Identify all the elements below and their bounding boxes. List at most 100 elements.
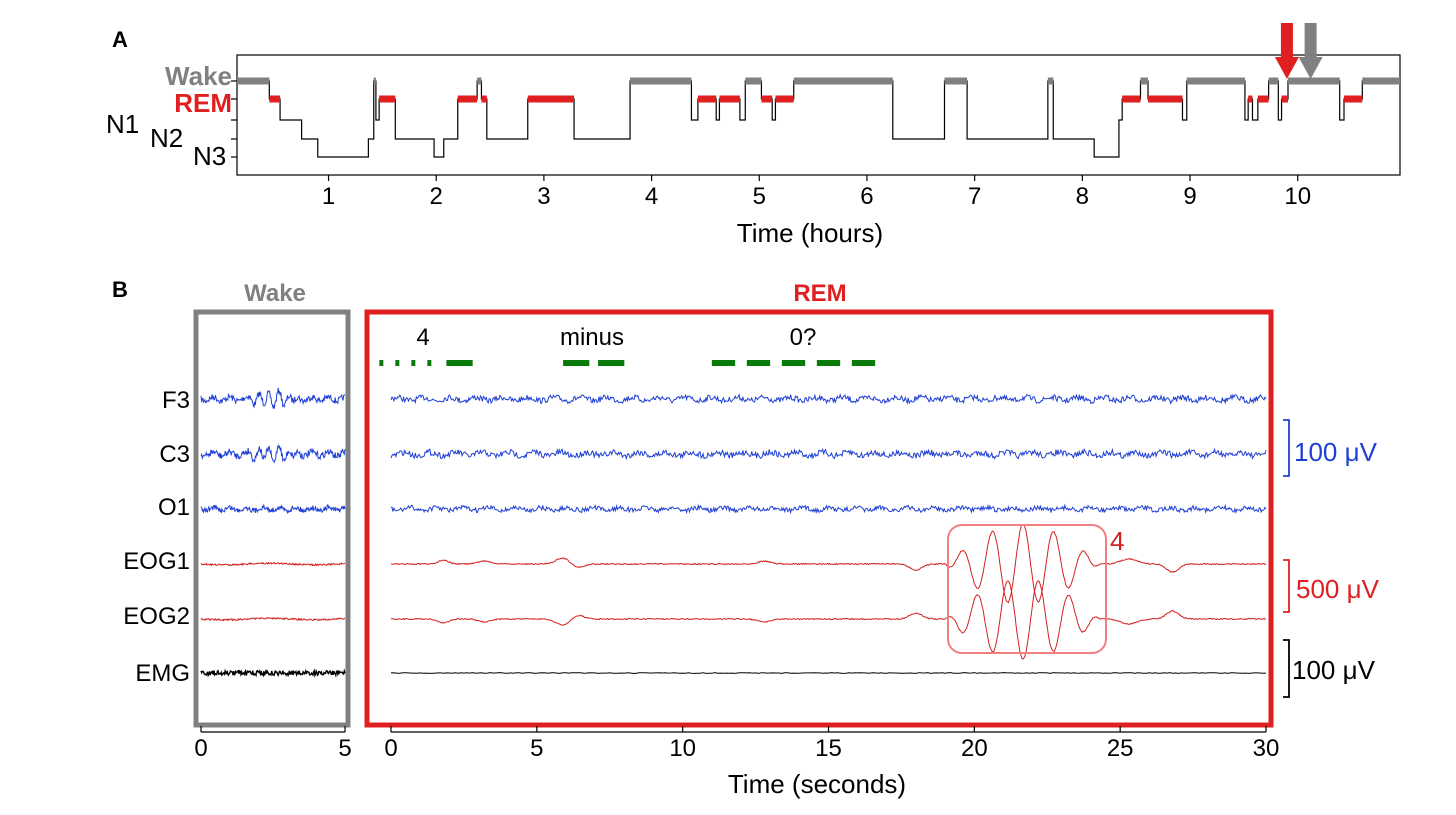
- trace-wake-eog2: [200, 616, 346, 622]
- stage-label-rem: REM: [174, 88, 232, 118]
- signal-traces: [200, 387, 1267, 678]
- trace-wake-o1: [200, 503, 346, 515]
- wake-bar: [1362, 77, 1400, 85]
- wake-box-title: Wake: [244, 280, 306, 307]
- annotation-0: 0?: [790, 324, 817, 351]
- rem-bar: [269, 95, 281, 103]
- scale-bar-emg: [1283, 639, 1290, 698]
- stage-label-n3: N3: [193, 141, 226, 171]
- wake-bar: [793, 77, 893, 85]
- trace-wake-eog1: [200, 561, 346, 567]
- wake-bar: [1288, 77, 1340, 85]
- wake-bar: [630, 77, 692, 85]
- trace-wake-c3: [200, 443, 346, 464]
- hypnogram-frame: [236, 54, 1401, 176]
- x-tick-label: 1: [322, 183, 335, 210]
- red-arrow-icon: [1274, 23, 1299, 79]
- annotation-minus: minus: [560, 324, 624, 351]
- channel-label-o1: O1: [158, 494, 190, 521]
- hypnogram-arrows: [1274, 23, 1323, 79]
- rem-bar: [1344, 95, 1363, 103]
- channel-label-c3: C3: [159, 441, 190, 468]
- x-tick-label: 30: [1253, 735, 1280, 762]
- eog-highlight-label: 4: [1110, 526, 1124, 556]
- rem-bar: [775, 95, 794, 103]
- channel-label-f3: F3: [162, 387, 190, 414]
- x-tick-label: 4: [645, 183, 658, 210]
- x-tick-label: 6: [860, 183, 873, 210]
- rem-bar: [761, 95, 773, 103]
- trace-wake-emg: [200, 668, 346, 678]
- rem-box: [364, 309, 1274, 728]
- wake-bar: [1140, 77, 1149, 85]
- x-tick-label: 0: [194, 735, 207, 762]
- rem-bar: [697, 95, 717, 103]
- x-tick-label: 0: [384, 735, 397, 762]
- scale-label-emg: 100 μV: [1292, 655, 1376, 685]
- channel-label-eog2: EOG2: [123, 603, 190, 630]
- x-tick-label: 25: [1107, 735, 1134, 762]
- rem-bar: [1148, 95, 1183, 103]
- x-tick-label: 5: [338, 735, 351, 762]
- wake-bar: [373, 77, 376, 85]
- wake-bar: [237, 77, 270, 85]
- trace-rem-o1: [390, 503, 1267, 515]
- seconds-x-axis: 0 5 0 5 10 15 20 25 30: [194, 726, 1279, 762]
- x-tick-label: 5: [530, 735, 543, 762]
- channel-label-emg: EMG: [135, 660, 190, 687]
- hypnogram-steps: [237, 80, 1400, 158]
- stage-label-n1: N1: [106, 109, 139, 139]
- x-tick-label: 10: [1284, 183, 1311, 210]
- trace-rem-emg: [390, 672, 1267, 674]
- x-tick-label: 2: [430, 183, 443, 210]
- wake-bar: [1186, 77, 1245, 85]
- x-tick-label: 5: [753, 183, 766, 210]
- wake-bar: [1268, 77, 1279, 85]
- wake-box: [193, 309, 351, 728]
- x-tick-label: 15: [815, 735, 842, 762]
- scale-bar-eog: [1283, 559, 1290, 613]
- rem-bar: [457, 95, 478, 103]
- rem-bar: [1281, 95, 1289, 103]
- wake-bar: [477, 77, 482, 85]
- x-tick-label: 3: [537, 183, 550, 210]
- seconds-x-label: Time (seconds): [728, 769, 906, 799]
- rem-bar: [719, 95, 740, 103]
- scale-label-eog: 500 μV: [1296, 574, 1380, 604]
- x-tick-label: 9: [1183, 183, 1196, 210]
- hypnogram-line: [237, 80, 1400, 158]
- stage-label-n2: N2: [150, 123, 183, 153]
- x-tick-label: 8: [1076, 183, 1089, 210]
- gray-arrow-icon: [1298, 23, 1323, 79]
- channel-label-eog1: EOG1: [123, 548, 190, 575]
- trace-wake-f3: [200, 387, 346, 410]
- trace-rem-eog2: [390, 580, 1266, 660]
- rem-bar: [527, 95, 575, 103]
- hypnogram-x-axis: 1 2 3 4 5 6 7 8 9 10: [322, 175, 1311, 210]
- x-tick-label: 7: [968, 183, 981, 210]
- rem-bar: [379, 95, 396, 103]
- hypnogram-stage-bars: [237, 77, 1400, 103]
- wake-bar: [944, 77, 968, 85]
- x-tick-label: 10: [669, 735, 696, 762]
- x-tick-label: 20: [961, 735, 988, 762]
- wake-bar: [745, 77, 762, 85]
- stage-label-wake: Wake: [165, 61, 232, 91]
- rem-bar: [1248, 95, 1253, 103]
- scale-label-eeg: 100 μV: [1294, 437, 1378, 467]
- rem-box-title: REM: [793, 280, 846, 307]
- rem-bar: [1257, 95, 1269, 103]
- trace-rem-f3: [390, 392, 1267, 405]
- annotation-4: 4: [416, 324, 429, 351]
- hypnogram-y-ticks: [231, 80, 237, 158]
- scale-bar-eeg: [1283, 419, 1290, 477]
- trace-rem-c3: [390, 447, 1267, 461]
- rem-bar: [481, 95, 487, 103]
- rem-bar: [1122, 95, 1141, 103]
- panel-a-label: A: [112, 27, 128, 52]
- trace-rem-eog1: [390, 523, 1266, 604]
- wake-bar: [1047, 77, 1054, 85]
- hypnogram-x-label: Time (hours): [737, 218, 883, 248]
- panel-b-label: B: [112, 277, 128, 302]
